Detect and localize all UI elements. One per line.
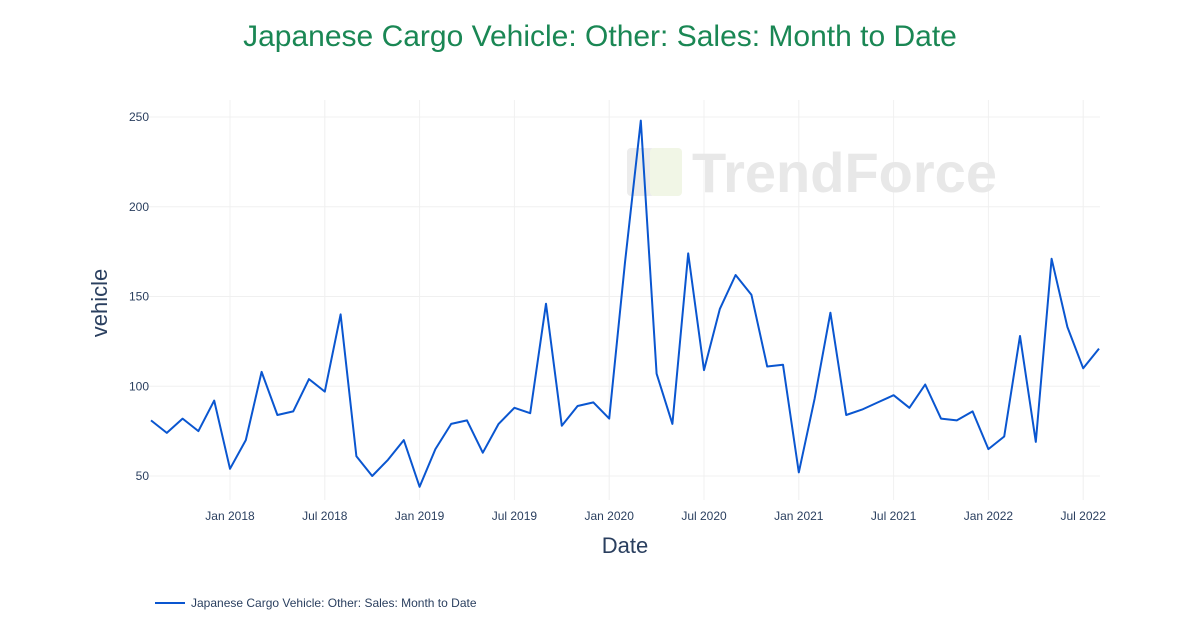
x-tick-label: Jul 2019 [492,509,538,523]
legend-item[interactable]: Japanese Cargo Vehicle: Other: Sales: Mo… [155,596,477,610]
x-tick-label: Jan 2021 [774,509,824,523]
x-tick-label: Jan 2018 [205,509,255,523]
x-tick-label: Jul 2022 [1061,509,1107,523]
y-tick-label: 200 [129,200,149,214]
y-tick-label: 150 [129,290,149,304]
x-tick-label: Jan 2019 [395,509,445,523]
x-axis-title: Date [602,533,648,558]
y-tick-label: 250 [129,110,149,124]
x-axis-ticks: Jan 2018 Jul 2018 Jan 2019 Jul 2019 Jan 2020… [205,509,1106,523]
legend-line-icon [155,602,185,604]
y-axis-ticks: 50 100 150 200 250 [129,110,149,483]
x-tick-label: Jan 2022 [964,509,1014,523]
trendforce-watermark: TrendForce [627,141,997,204]
y-tick-label: 50 [136,469,150,483]
x-tick-label: Jul 2021 [871,509,917,523]
x-tick-label: Jan 2020 [585,509,635,523]
x-tick-label: Jul 2018 [302,509,348,523]
x-tick-label: Jul 2020 [681,509,727,523]
chart-title: Japanese Cargo Vehicle: Other: Sales: Mo… [243,20,957,53]
y-axis-title: vehicle [87,269,112,337]
legend-label: Japanese Cargo Vehicle: Other: Sales: Mo… [191,596,477,610]
data-line[interactable] [150,119,1100,488]
watermark-text: TrendForce [692,141,997,204]
y-tick-label: 100 [129,379,149,393]
